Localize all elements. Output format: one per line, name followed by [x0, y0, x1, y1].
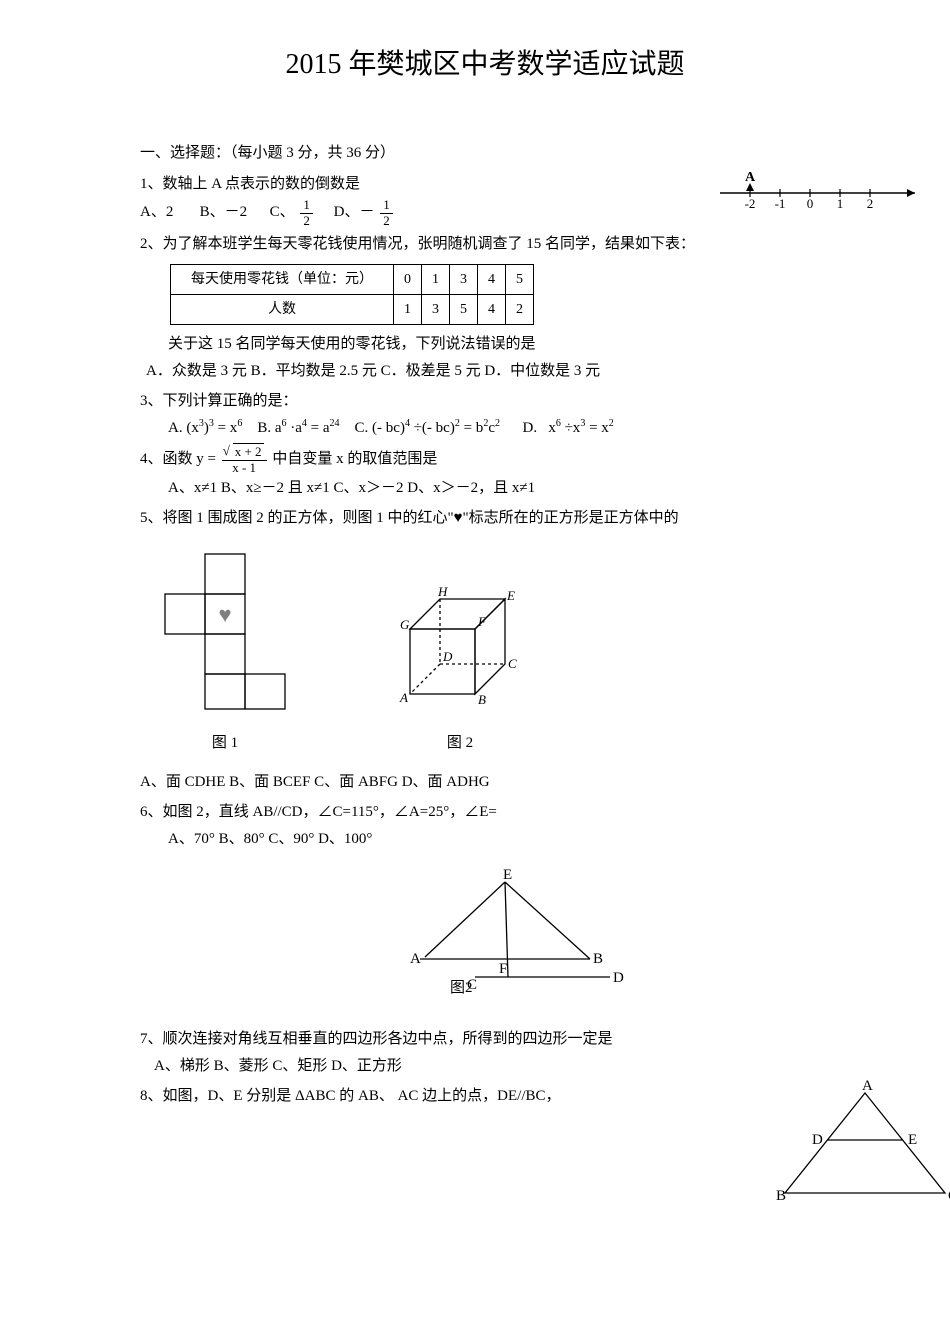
svg-text:E: E [908, 1132, 917, 1148]
svg-text:B: B [478, 692, 486, 707]
table-cell: 4 [478, 295, 506, 325]
q1-opt-c: C、 [270, 205, 295, 221]
q3-opt-c-label: C. [355, 420, 369, 436]
svg-text:F: F [477, 614, 487, 629]
q4-stem-post: 中自变量 x 的取值范围是 [272, 452, 437, 468]
heart-icon: ♥ [218, 602, 231, 627]
question-4: 4、函数 y = x + 2 x - 1 中自变量 x 的取值范围是 A、x≠1… [140, 445, 890, 502]
q3-opt-a-exp: (x3)3 = x6 [186, 420, 242, 436]
q3-stem: 3、下列计算正确的是： [140, 388, 890, 415]
q2-table: 每天使用零花钱（单位：元） 0 1 3 4 5 人数 1 3 5 4 2 [170, 264, 534, 325]
q1-opt-d: D、－ [334, 205, 375, 221]
svg-text:A: A [862, 1078, 873, 1094]
svg-text:D: D [812, 1132, 823, 1148]
svg-text:-2: -2 [745, 196, 756, 211]
q3-opt-b-label: B. [257, 420, 271, 436]
q6-stem: 6、如图 2，直线 AB//CD，∠C=115°，∠A=25°，∠E= [140, 799, 890, 826]
figure-1: ♥ 图 1 [150, 544, 300, 757]
svg-text:D: D [442, 649, 453, 664]
svg-text:A: A [410, 951, 421, 967]
table-cell: 5 [450, 295, 478, 325]
q4-stem-pre: 4、函数 y = [140, 452, 220, 468]
svg-text:H: H [437, 584, 448, 599]
figure-2-cube: H E G F D C A B 图 2 [390, 584, 530, 757]
table-row: 人数 1 3 5 4 2 [171, 295, 534, 325]
table-cell: 2 [506, 295, 534, 325]
table-cell: 人数 [171, 295, 394, 325]
svg-text:F: F [499, 961, 507, 977]
svg-text:D: D [613, 970, 624, 986]
table-cell: 1 [422, 264, 450, 294]
table-cell: 4 [478, 264, 506, 294]
q6-fig-caption: 图2 [450, 979, 473, 996]
frac-half-2: 12 [380, 198, 393, 228]
table-cell: 0 [394, 264, 422, 294]
q3-opt-d-exp: x6 ÷x3 = x2 [548, 420, 613, 436]
svg-text:B: B [593, 951, 603, 967]
q8-triangle-figure: A D E B C [770, 1078, 950, 1208]
q4-fraction: x + 2 x - 1 [222, 445, 267, 475]
q3-opt-d-label: D. [522, 420, 537, 436]
q7-options: A、梯形 B、菱形 C、矩形 D、正方形 [154, 1053, 890, 1080]
question-1: 1、数轴上 A 点表示的数的倒数是 A、2 B、－2 C、 12 D、－ 12 … [140, 171, 890, 228]
svg-text:C: C [508, 656, 517, 671]
table-cell: 3 [450, 264, 478, 294]
q7-stem: 7、顺次连接对角线互相垂直的四边形各边中点，所得到的四边形一定是 [140, 1026, 890, 1053]
question-5: 5、将图 1 围成图 2 的正方体，则图 1 中的红心"♥"标志所在的正方形是正… [140, 505, 890, 796]
fig2-caption: 图 2 [390, 730, 530, 757]
q1-opt-b: B、－2 [200, 205, 248, 221]
table-cell: 每天使用零花钱（单位：元） [171, 264, 394, 294]
table-cell: 5 [506, 264, 534, 294]
q3-options: A. (x3)3 = x6 B. a6 ·a4 = a24 C. (- bc)4… [168, 415, 890, 442]
q6-options: A、70° B、80° C、90° D、100° [168, 826, 890, 853]
svg-text:1: 1 [837, 196, 844, 211]
q3-opt-a-label: A. [168, 420, 183, 436]
page-title: 2015 年樊城区中考数学适应试题 [80, 40, 890, 90]
svg-text:B: B [776, 1188, 786, 1204]
svg-text:A: A [399, 690, 408, 705]
q3-opt-c-exp: (- bc)4 ÷(- bc)2 = b2c2 [372, 420, 500, 436]
table-row: 每天使用零花钱（单位：元） 0 1 3 4 5 [171, 264, 534, 294]
section-1-heading: 一、选择题：（每小题 3 分，共 36 分） [140, 140, 890, 167]
q5-options: A、面 CDHE B、面 BCEF C、面 ABFG D、面 ADHG [140, 769, 890, 796]
q1-opt-a: A、2 [140, 205, 173, 221]
question-2: 2、为了解本班学生每天零花钱使用情况，张明随机调查了 15 名同学，结果如下表：… [140, 231, 890, 385]
question-8: 8、如图，D、E 分别是 ΔABC 的 AB、 AC 边上的点，DE//BC， … [140, 1083, 890, 1110]
question-7: 7、顺次连接对角线互相垂直的四边形各边中点，所得到的四边形一定是 A、梯形 B、… [140, 1026, 890, 1080]
table-cell: 1 [394, 295, 422, 325]
q6-figure: E A B F C D 图2 [140, 867, 890, 1012]
q3-opt-b-exp: a6 ·a4 = a24 [275, 420, 340, 436]
numline-label-A: A [745, 171, 756, 185]
question-3: 3、下列计算正确的是： A. (x3)3 = x6 B. a6 ·a4 = a2… [140, 388, 890, 442]
svg-text:0: 0 [807, 196, 814, 211]
svg-text:E: E [503, 867, 512, 883]
fig1-caption: 图 1 [150, 730, 300, 757]
svg-text:2: 2 [867, 196, 874, 211]
q2-options: A．众数是 3 元 B．平均数是 2.5 元 C．极差是 5 元 D．中位数是 … [146, 358, 890, 385]
q2-stem: 2、为了解本班学生每天零花钱使用情况，张明随机调查了 15 名同学，结果如下表： [140, 231, 890, 258]
q5-stem: 5、将图 1 围成图 2 的正方体，则图 1 中的红心"♥"标志所在的正方形是正… [140, 505, 890, 532]
svg-text:G: G [400, 617, 410, 632]
q2-mid: 关于这 15 名同学每天使用的零花钱，下列说法错误的是 [168, 331, 890, 358]
frac-half-1: 12 [300, 198, 313, 228]
table-cell: 3 [422, 295, 450, 325]
svg-text:E: E [506, 588, 515, 603]
question-6: 6、如图 2，直线 AB//CD，∠C=115°，∠A=25°，∠E= A、70… [140, 799, 890, 1012]
svg-text:-1: -1 [775, 196, 786, 211]
q4-options: A、x≠1 B、x≥－2 且 x≠1 C、x＞－2 D、x＞－2，且 x≠1 [168, 475, 890, 502]
number-line-figure: A -2 -1 0 1 2 [710, 171, 930, 211]
